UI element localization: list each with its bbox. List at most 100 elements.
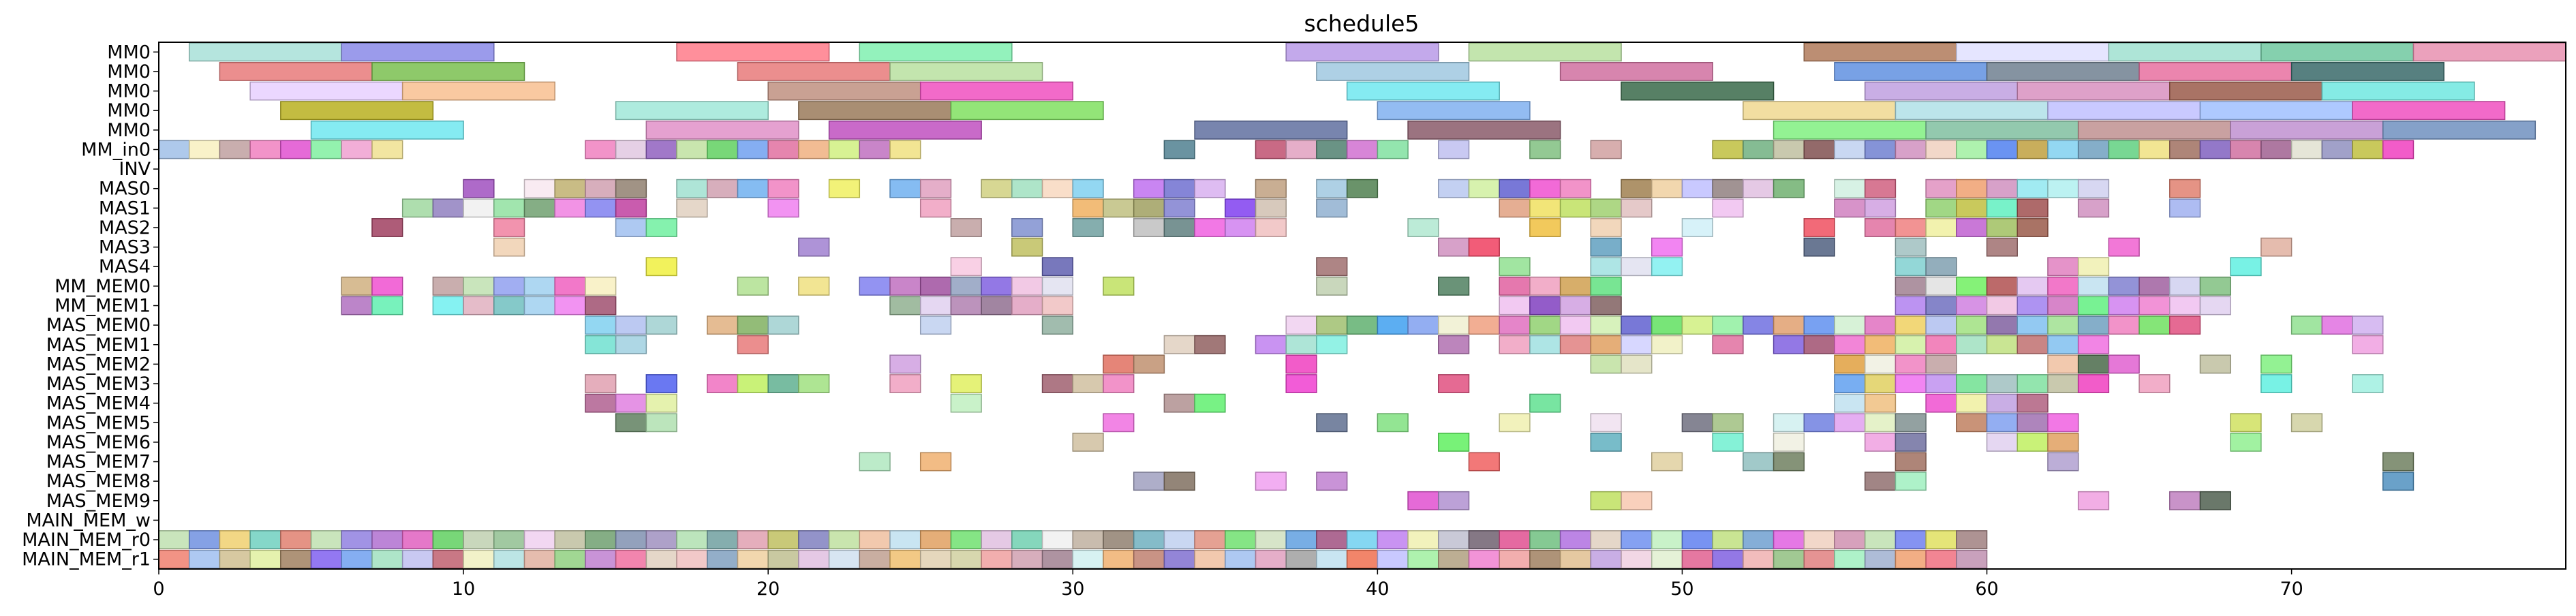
task-bar (554, 549, 586, 569)
task-bar (1681, 530, 1713, 549)
task-bar (2047, 354, 2079, 374)
task-bar (1163, 472, 1195, 491)
task-bar (1651, 452, 1683, 472)
task-bar (493, 276, 525, 296)
chart-title: schedule5 (1304, 10, 1420, 37)
task-bar (1925, 140, 1957, 159)
task-bar (2290, 62, 2444, 81)
task-bar (554, 296, 586, 315)
task-bar (1072, 530, 1104, 549)
task-bar (371, 276, 403, 296)
task-bar (1895, 218, 1927, 237)
x-tick-label: 0 (153, 579, 164, 600)
task-bar (280, 530, 312, 549)
task-bar (919, 198, 952, 218)
task-bar (859, 452, 891, 472)
task-bar (919, 549, 952, 569)
task-bar (1255, 218, 1287, 237)
task-bar (1681, 218, 1713, 237)
task-bar (767, 549, 799, 569)
task-bar (2108, 42, 2262, 62)
task-bar (1864, 432, 1897, 452)
task-bar (158, 530, 190, 549)
task-bar (1621, 315, 1653, 335)
y-tick-label: MM_MEM0 (55, 276, 151, 297)
task-bar (1346, 179, 1379, 198)
task-bar (1103, 413, 1135, 433)
task-bar (341, 549, 373, 569)
task-bar (2138, 276, 2171, 296)
task-bar (737, 335, 769, 354)
task-bar (1529, 335, 1561, 354)
task-bar (1529, 296, 1561, 315)
y-tick-label: MAS_MEM5 (46, 412, 151, 433)
task-bar (2017, 198, 2049, 218)
task-bar (2017, 81, 2171, 101)
task-bar (1316, 62, 1470, 81)
y-axis: MM0MM0MM0MM0MM0MM_in0INVMAS0MAS1MAS2MAS3… (22, 42, 159, 570)
task-bar (341, 296, 373, 315)
task-bar (1377, 549, 1409, 569)
task-bar (2199, 101, 2353, 121)
task-bar (1925, 315, 1957, 335)
task-bar (249, 81, 403, 101)
task-bar (1986, 218, 2018, 237)
task-bar (1499, 549, 1531, 569)
task-bar (707, 374, 739, 393)
task-bar (463, 179, 495, 198)
task-bar (1041, 257, 1074, 277)
task-bar (1681, 179, 1713, 198)
task-bar (645, 218, 677, 237)
task-bar (1773, 452, 1805, 472)
task-bar (2169, 198, 2201, 218)
task-bar (1956, 393, 1988, 413)
task-bar (1316, 472, 1348, 491)
task-bar (1590, 296, 1622, 315)
task-bar (1986, 432, 2018, 452)
task-bar (1651, 257, 1683, 277)
task-bar (1011, 530, 1043, 549)
task-bar (1895, 140, 1927, 159)
task-bar (2017, 276, 2049, 296)
task-bar (1895, 354, 1927, 374)
task-bar (2260, 374, 2293, 393)
task-bar (1163, 198, 1195, 218)
task-bar (2290, 315, 2323, 335)
task-bar (1316, 276, 1348, 296)
task-bar (1255, 335, 1287, 354)
task-bar (1681, 315, 1713, 335)
task-bar (523, 530, 555, 549)
task-bar (737, 62, 891, 81)
task-bar (585, 296, 617, 315)
task-bar (2230, 432, 2262, 452)
task-bar (1864, 315, 1897, 335)
y-tick-label: MAS_MEM3 (46, 373, 151, 395)
task-bar (1163, 530, 1195, 549)
task-bar (1103, 354, 1135, 374)
y-tick-label: MAS2 (99, 217, 151, 238)
task-bar (981, 549, 1013, 569)
bars-layer (158, 42, 2566, 569)
task-bar (554, 276, 586, 296)
task-bar (889, 276, 921, 296)
task-bar (950, 276, 982, 296)
task-bar (1986, 296, 2018, 315)
task-bar (1163, 549, 1195, 569)
task-bar (1803, 237, 1835, 257)
task-bar (645, 413, 677, 433)
task-bar (2352, 315, 2384, 335)
task-bar (523, 296, 555, 315)
task-bar (1072, 549, 1104, 569)
task-bar (707, 549, 739, 569)
task-bar (1194, 218, 1226, 237)
task-bar (1651, 549, 1683, 569)
task-bar (1773, 335, 1805, 354)
task-bar (798, 276, 830, 296)
task-bar (2169, 276, 2201, 296)
task-bar (1407, 530, 1439, 549)
x-tick-label: 10 (452, 579, 475, 600)
task-bar (2017, 296, 2049, 315)
task-bar (2017, 179, 2049, 198)
task-bar (2382, 140, 2414, 159)
task-bar (523, 198, 555, 218)
